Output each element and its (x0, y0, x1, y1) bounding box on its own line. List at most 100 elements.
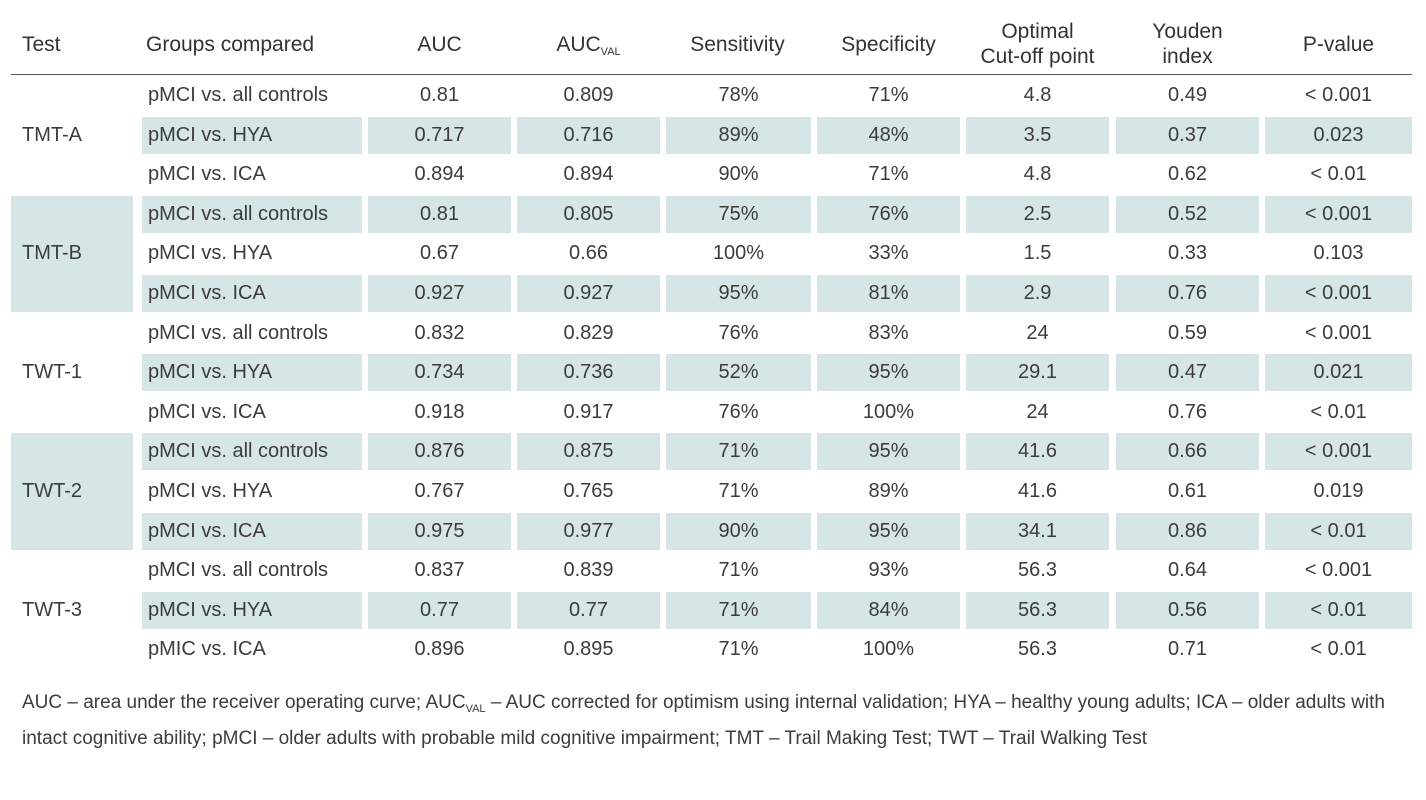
test-name: TWT-2 (22, 479, 82, 502)
cell-auc-val: 0.927 (517, 275, 660, 312)
cell-auc: 0.894 (414, 163, 465, 186)
cell-cutoff: 24 (1026, 400, 1049, 423)
cell-cutoff: 4.8 (1023, 84, 1052, 106)
cell-youden: 0.61 (1168, 480, 1207, 502)
cell-sensitivity: 71% (718, 638, 759, 661)
cell-youden: 0.47 (1116, 354, 1259, 392)
cell-youden: 0.59 (1168, 321, 1207, 344)
cell-p-value: 0.019 (1313, 480, 1364, 502)
cell-specificity: 93% (868, 559, 909, 582)
cell-auc: 0.832 (414, 321, 465, 344)
cell-cutoff: 1.5 (1023, 242, 1052, 265)
cell-p-value: < 0.01 (1310, 638, 1367, 661)
cell-sensitivity: 71% (666, 591, 811, 629)
cell-sensitivity: 78% (718, 84, 759, 106)
cell-group: pMCI vs. ICA (148, 400, 266, 423)
header-groups-compared: Groups compared (146, 33, 315, 56)
test-name: TMT-B (22, 242, 82, 265)
cell-sensitivity: 52% (666, 354, 811, 392)
cell-auc: 0.717 (368, 116, 511, 154)
cell-auc: 0.975 (368, 512, 511, 550)
cell-sensitivity: 90% (718, 163, 759, 186)
cell-youden: 0.56 (1116, 591, 1259, 629)
cell-group: pMCI vs. ICA (142, 275, 362, 312)
cell-auc: 0.767 (414, 480, 465, 502)
cell-p-value: < 0.001 (1304, 559, 1373, 582)
cell-auc: 0.81 (420, 84, 459, 106)
cell-auc: 0.837 (414, 559, 465, 582)
cell-p-value: < 0.01 (1310, 400, 1367, 423)
footnote-part2: – AUC corrected for optimism using inter… (22, 692, 1385, 749)
header-auc: AUC (417, 33, 462, 56)
test-name: TWT-1 (22, 361, 82, 384)
cell-group: pMCI vs. HYA (148, 242, 273, 265)
cell-p-value: < 0.001 (1265, 195, 1412, 233)
cell-cutoff: 2.5 (966, 195, 1109, 233)
cell-group: pMCI vs. HYA (142, 116, 362, 154)
header-p-value: P-value (1302, 33, 1375, 56)
header-auc-val-main: AUC (556, 33, 601, 56)
cell-sensitivity: 75% (666, 195, 811, 233)
cell-p-value: < 0.001 (1304, 321, 1373, 344)
cell-auc: 0.67 (420, 242, 459, 265)
cell-specificity: 95% (817, 433, 960, 471)
cell-p-value: 0.103 (1313, 242, 1364, 265)
cell-specificity: 81% (817, 275, 960, 312)
cell-auc-val: 0.716 (517, 116, 660, 154)
cell-specificity: 83% (868, 321, 909, 344)
footnote-sub: VAL (465, 703, 486, 715)
cell-youden: 0.76 (1116, 275, 1259, 312)
cell-group: pMCI vs. all controls (148, 84, 329, 106)
cell-cutoff: 3.5 (966, 116, 1109, 154)
cell-specificity: 89% (868, 480, 909, 502)
cell-youden: 0.66 (1116, 433, 1259, 471)
cell-group: pMCI vs. all controls (142, 433, 362, 471)
cell-auc-val: 0.829 (563, 321, 614, 344)
cell-auc-val: 0.977 (517, 512, 660, 550)
footnote: AUC – area under the receiver operating … (22, 688, 1410, 753)
cell-sensitivity: 76% (718, 321, 759, 344)
cell-auc-val: 0.809 (563, 84, 614, 106)
cell-auc: 0.876 (368, 433, 511, 471)
cell-auc-val: 0.894 (563, 163, 614, 186)
test-name: TWT-3 (22, 598, 82, 621)
cell-specificity: 100% (862, 400, 915, 423)
cell-auc-val: 0.917 (563, 400, 614, 423)
cell-p-value: < 0.01 (1265, 512, 1412, 550)
cell-group: pMCI vs. all controls (148, 321, 329, 344)
cell-cutoff: 56.3 (1018, 559, 1057, 582)
cell-group: pMIC vs. ICA (148, 638, 266, 661)
cell-cutoff: 56.3 (1018, 638, 1057, 661)
cell-p-value: 0.023 (1265, 116, 1412, 154)
header-test: Test (22, 33, 61, 56)
cell-cutoff: 2.9 (966, 275, 1109, 312)
cell-p-value: < 0.001 (1265, 433, 1412, 471)
header-specificity: Specificity (841, 33, 936, 56)
cell-auc: 0.896 (414, 638, 465, 661)
cell-youden: 0.52 (1116, 195, 1259, 233)
cell-specificity: 100% (862, 638, 915, 661)
cell-cutoff: 4.8 (1023, 163, 1052, 186)
cell-specificity: 33% (868, 242, 909, 265)
cell-sensitivity: 71% (718, 559, 759, 582)
cell-group: pMCI vs. ICA (148, 163, 266, 186)
cell-sensitivity: 71% (718, 480, 759, 502)
test-name-cell: TWT-3 (11, 552, 133, 668)
header-auc-val: AUCVAL (517, 32, 660, 65)
cell-group: pMCI vs. all controls (142, 195, 362, 233)
cell-auc-val: 0.77 (517, 591, 660, 629)
cell-specificity: 71% (868, 84, 909, 106)
header-youden-line2: index (1162, 45, 1213, 68)
cell-cutoff: 41.6 (966, 433, 1109, 471)
cell-cutoff: 24 (1026, 321, 1049, 344)
cell-auc: 0.918 (414, 400, 465, 423)
cell-cutoff: 34.1 (966, 512, 1109, 550)
test-name-cell: TMT-A (11, 77, 133, 193)
cell-auc-val: 0.839 (563, 559, 614, 582)
cell-group: pMCI vs. HYA (148, 480, 273, 502)
footnote-part1: AUC – area under the receiver operating … (22, 692, 466, 713)
cell-youden: 0.49 (1168, 84, 1207, 106)
test-name-cell: TWT-2 (11, 433, 133, 550)
cell-p-value: < 0.01 (1310, 163, 1367, 186)
